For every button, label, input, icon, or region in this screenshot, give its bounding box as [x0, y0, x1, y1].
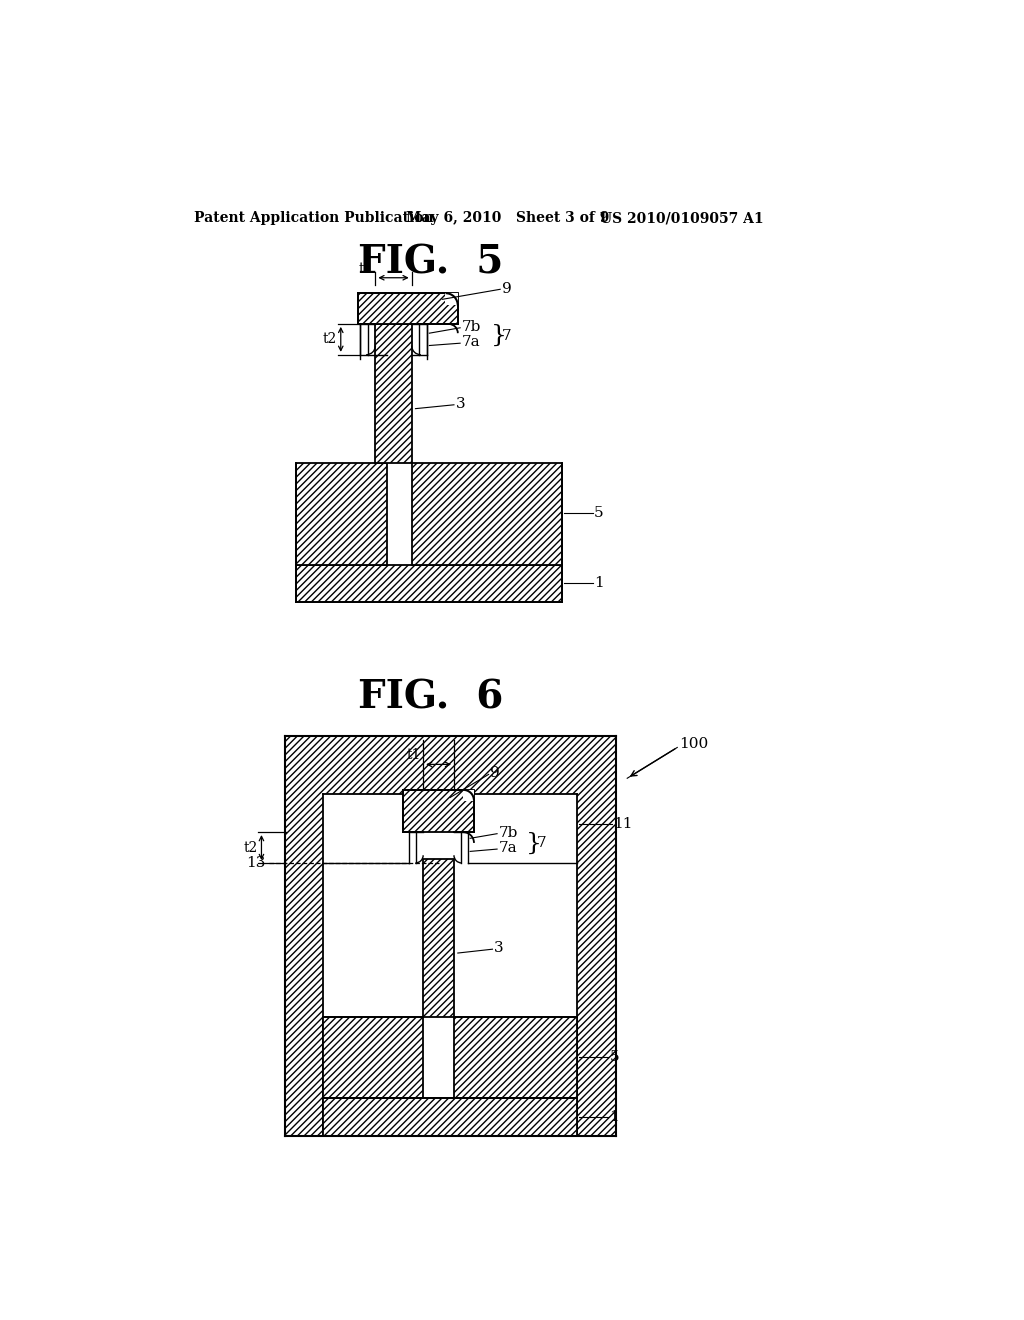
Bar — [285, 737, 615, 1137]
Text: 5: 5 — [594, 507, 604, 520]
Text: 9: 9 — [502, 281, 511, 296]
Text: 3: 3 — [494, 941, 504, 956]
Bar — [463, 789, 474, 800]
Bar — [423, 859, 454, 1016]
Bar — [412, 462, 562, 565]
Text: t2: t2 — [244, 841, 258, 854]
Text: t1: t1 — [407, 748, 421, 762]
Text: 9: 9 — [490, 766, 500, 780]
Text: US 2010/0109057 A1: US 2010/0109057 A1 — [600, 211, 764, 226]
Text: 7: 7 — [502, 329, 511, 342]
Bar — [323, 793, 578, 1137]
Text: FIG.  6: FIG. 6 — [358, 678, 504, 717]
Bar — [376, 323, 412, 462]
Bar — [323, 1016, 423, 1098]
Text: 7b: 7b — [499, 826, 518, 840]
Text: 7: 7 — [538, 836, 547, 850]
Text: }: } — [490, 323, 507, 347]
Bar — [403, 789, 474, 832]
Text: 1: 1 — [594, 577, 604, 590]
Bar — [357, 293, 458, 323]
Text: 100: 100 — [679, 737, 708, 751]
Text: FIG.  5: FIG. 5 — [358, 243, 504, 281]
Text: 7b: 7b — [462, 319, 481, 334]
Text: May 6, 2010   Sheet 3 of 9: May 6, 2010 Sheet 3 of 9 — [407, 211, 609, 226]
Text: }: } — [526, 832, 543, 854]
Text: t1: t1 — [358, 261, 373, 276]
Text: 11: 11 — [613, 817, 633, 832]
Text: 13: 13 — [246, 855, 265, 870]
Text: t2: t2 — [323, 333, 337, 346]
Text: 1: 1 — [609, 1110, 620, 1125]
Text: 7a: 7a — [462, 335, 480, 350]
Bar — [323, 1098, 578, 1137]
Text: 5: 5 — [609, 1049, 620, 1064]
Bar — [296, 462, 387, 565]
Text: 3: 3 — [456, 397, 465, 411]
Bar — [454, 1016, 578, 1098]
Bar — [445, 293, 458, 305]
Text: 7a: 7a — [499, 841, 517, 855]
Text: Patent Application Publication: Patent Application Publication — [194, 211, 433, 226]
Bar — [296, 565, 562, 602]
